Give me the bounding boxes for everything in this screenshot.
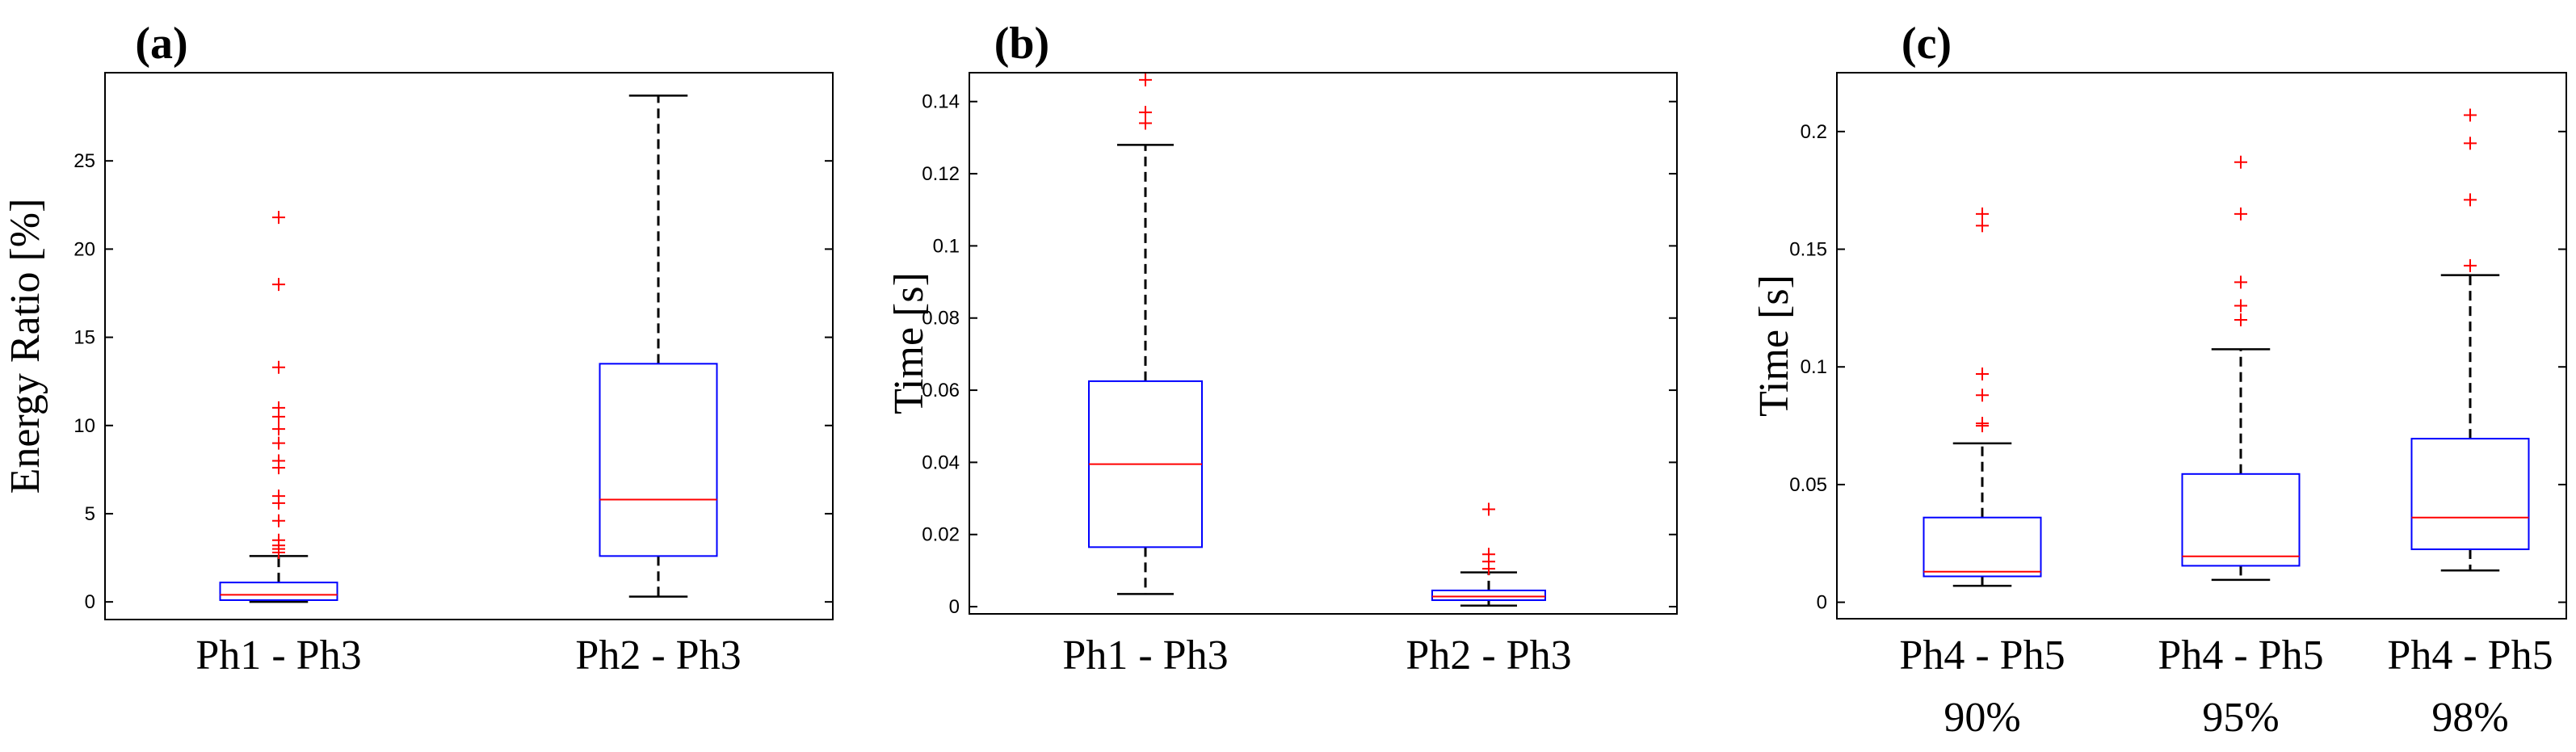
y-tick-label: 25	[74, 150, 95, 172]
box-group	[2181, 155, 2301, 582]
outlier-marker	[2464, 193, 2477, 207]
plot-frame	[104, 72, 834, 620]
y-axis-label: Energy Ratio [%]	[2, 199, 48, 494]
y-tick-label: 0	[949, 596, 960, 618]
outlier-marker	[2234, 155, 2247, 169]
y-tick-label: 0.15	[1789, 239, 1827, 261]
panel-b: (b) Time [s] 0 0.02 0.04 0.06 0.08 0.1 0.12 0.14 P…	[886, 19, 1678, 678]
outlier-marker	[1976, 219, 1989, 233]
outlier-marker	[2464, 108, 2477, 122]
outlier-marker	[1139, 116, 1152, 130]
outlier-marker	[272, 436, 285, 450]
box-iqr	[219, 582, 338, 601]
box-group	[1088, 73, 1203, 595]
outlier-marker	[1976, 367, 1989, 380]
y-tick-label: 0.08	[922, 308, 960, 330]
outlier-marker	[1139, 106, 1152, 120]
y-tick-label: 0.2	[1801, 121, 1827, 143]
box-group	[219, 211, 338, 603]
y-tick-label: 0.14	[922, 91, 960, 113]
x-category-label: Ph4 - Ph5	[2387, 632, 2553, 678]
box-group	[2410, 108, 2530, 572]
outlier-marker	[2464, 137, 2477, 150]
x-category-label: Ph4 - Ph5	[1899, 632, 2065, 678]
y-tick-label: 0	[1817, 592, 1827, 614]
x-category-label: 98%	[2431, 695, 2508, 741]
outlier-marker	[1976, 389, 1989, 402]
y-tick-label: 0.05	[1789, 474, 1827, 496]
y-tick-label: 0.1	[1801, 356, 1827, 378]
outlier-marker	[272, 211, 285, 225]
y-axis-label: Time [s]	[1751, 275, 1797, 417]
outlier-marker	[272, 278, 285, 292]
y-tick-label: 0.04	[922, 452, 960, 473]
outlier-marker	[2234, 207, 2247, 221]
panel-a: (a) Energy Ratio [%] 0 5 10 15 20 25 Ph1 - Ph3 Ph…	[2, 19, 834, 678]
outlier-marker	[2234, 299, 2247, 313]
outlier-marker	[272, 496, 285, 510]
y-tick-label: 20	[74, 238, 95, 260]
outlier-marker	[272, 514, 285, 527]
outlier-marker	[2464, 258, 2477, 272]
y-tick-label: 0.12	[922, 163, 960, 185]
x-category-label: Ph1 - Ph3	[195, 632, 361, 678]
x-category-label: 95%	[2202, 695, 2279, 741]
panel-title: (b)	[994, 19, 1049, 69]
x-category-label: 90%	[1944, 695, 2020, 741]
panel-title: (c)	[1902, 19, 1952, 69]
y-tick-label: 10	[74, 415, 95, 437]
outlier-marker	[1976, 207, 1989, 221]
outlier-marker	[1139, 73, 1152, 86]
y-tick-label: 15	[74, 327, 95, 349]
x-category-label: Ph1 - Ph3	[1062, 632, 1228, 678]
plot-frame	[1836, 72, 2567, 620]
box-group	[1923, 207, 2042, 587]
outlier-marker	[1482, 502, 1495, 516]
outlier-marker	[272, 360, 285, 374]
outlier-marker	[1482, 562, 1495, 576]
panel-c: (c) Time [s] 0 0.05 0.1 0.15 0.2 Ph4 - Ph5 90% Ph…	[1751, 19, 2567, 741]
outlier-marker	[272, 461, 285, 475]
outlier-marker	[2234, 275, 2247, 289]
plot-frame	[969, 72, 1678, 615]
box-iqr	[1431, 589, 1546, 602]
y-tick-label: 0	[85, 591, 95, 613]
outlier-marker	[272, 410, 285, 423]
outlier-marker	[2234, 313, 2247, 326]
box-group	[1431, 502, 1546, 607]
y-tick-label: 0.1	[933, 235, 960, 257]
x-category-label: Ph4 - Ph5	[2158, 632, 2323, 678]
panel-title: (a)	[135, 19, 187, 69]
x-category-label: Ph2 - Ph3	[575, 632, 741, 678]
outlier-marker	[1976, 419, 1989, 433]
x-category-label: Ph2 - Ph3	[1406, 632, 1571, 678]
box-iqr	[1923, 516, 2042, 578]
box-group	[599, 95, 718, 598]
box-iqr	[2181, 473, 2301, 567]
box-iqr	[599, 363, 718, 557]
outlier-marker	[272, 422, 285, 436]
y-tick-label: 0.06	[922, 380, 960, 401]
y-tick-label: 0.02	[922, 524, 960, 546]
y-tick-label: 5	[85, 503, 95, 525]
outlier-marker	[272, 546, 285, 560]
box-iqr	[2410, 438, 2530, 551]
y-axis-label: Time [s]	[886, 272, 932, 414]
